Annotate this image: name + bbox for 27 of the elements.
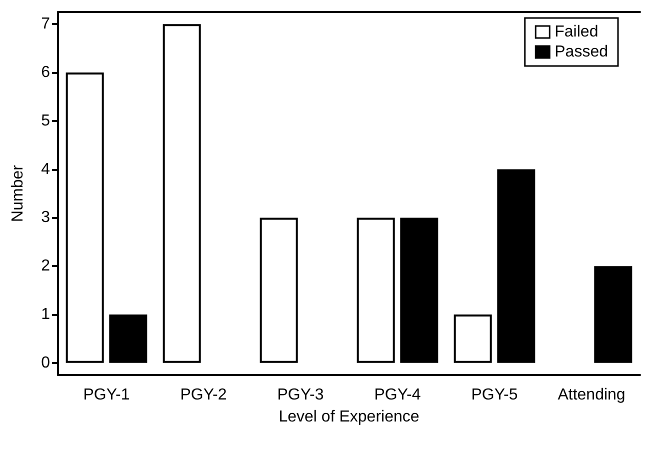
y-tick-label: 3 [41, 209, 50, 226]
bar [356, 218, 395, 363]
x-tick-label: PGY-1 [83, 386, 130, 404]
bar [454, 314, 492, 363]
y-tick-label: 5 [41, 112, 50, 130]
bar [109, 314, 148, 363]
x-axis-title: Level of Experience [278, 408, 420, 426]
y-tick-label: 2 [41, 258, 50, 275]
bar [260, 218, 298, 363]
bar [66, 72, 104, 363]
bar [594, 266, 632, 363]
y-tick-label: 0 [41, 354, 50, 372]
legend-label: Failed [554, 24, 598, 40]
x-tick-label: PGY-2 [180, 386, 227, 404]
x-tick-label: PGY-5 [471, 386, 518, 404]
y-axis-title: Number [10, 164, 26, 222]
bar [497, 169, 536, 363]
bar [162, 24, 201, 363]
x-tick-label: PGY-3 [277, 386, 324, 404]
y-tick-label: 7 [41, 16, 50, 33]
y-tick-label: 1 [41, 306, 50, 323]
x-tick-label: PGY-4 [374, 386, 421, 404]
x-tick-label: Attending [558, 386, 626, 404]
legend-label: Passed [554, 44, 608, 60]
y-tick-label: 4 [41, 160, 50, 178]
y-tick-label: 6 [41, 64, 50, 81]
bar [400, 218, 438, 363]
